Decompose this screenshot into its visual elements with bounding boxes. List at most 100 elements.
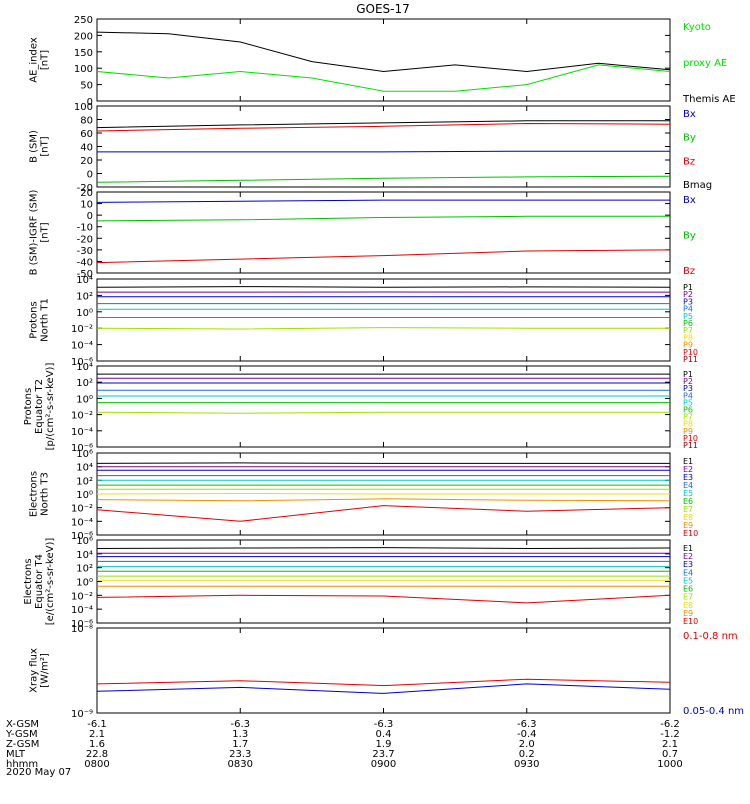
y-tick-label: 10⁴ bbox=[76, 362, 93, 373]
y-tick-label: 20 bbox=[80, 188, 93, 199]
y-tick-label: 10⁻⁴ bbox=[71, 427, 93, 438]
table-cell: 0800 bbox=[84, 759, 109, 770]
y-tick-label: 10² bbox=[76, 291, 93, 302]
y-axis-label: Protons bbox=[23, 388, 34, 425]
table-cell: 0930 bbox=[514, 759, 539, 770]
y-tick-label: -30 bbox=[77, 246, 93, 257]
y-axis-label: North T3 bbox=[40, 472, 51, 516]
y-tick-label: 10⁴ bbox=[76, 463, 93, 474]
series-line-e9 bbox=[97, 499, 670, 501]
y-tick-label: 10⁻⁴ bbox=[71, 517, 93, 528]
series-line-e1 bbox=[97, 548, 670, 549]
y-axis-label: North T1 bbox=[40, 298, 51, 342]
series-line-bx bbox=[97, 200, 670, 202]
y-axis-label: [nT] bbox=[40, 222, 51, 242]
chart-title: GOES-17 bbox=[356, 2, 410, 16]
y-tick-label: 10⁰ bbox=[76, 308, 93, 319]
y-axis-label: Equator T4 bbox=[34, 554, 45, 609]
y-tick-label: 100 bbox=[74, 64, 93, 75]
y-axis-label: Equator T2 bbox=[34, 379, 45, 434]
y-tick-label: -40 bbox=[77, 257, 93, 268]
y-tick-label: 250 bbox=[74, 15, 93, 26]
y-tick-label: 100 bbox=[74, 102, 93, 113]
panel-2-frame bbox=[97, 106, 670, 187]
y-tick-label: 0 bbox=[87, 170, 93, 181]
series-line-0-1-0-8-nm bbox=[97, 679, 670, 685]
y-axis-label: [nT] bbox=[40, 50, 51, 70]
table-row-label: hhmm bbox=[6, 759, 38, 770]
y-tick-label: 10⁻² bbox=[71, 504, 93, 515]
legend-entry: Bmag bbox=[683, 180, 712, 191]
panel-8-frame bbox=[97, 628, 670, 713]
legend-entry: 0.1-0.8 nm bbox=[683, 631, 738, 642]
y-tick-label: 50 bbox=[80, 81, 93, 92]
y-tick-label: 10 bbox=[80, 200, 93, 211]
legend-entry: Themis AE bbox=[682, 94, 736, 105]
y-tick-label: -10 bbox=[77, 223, 93, 234]
y-tick-label: 150 bbox=[74, 48, 93, 59]
y-tick-label: 10⁻⁴ bbox=[71, 341, 93, 352]
legend-entry: E10 bbox=[683, 529, 698, 538]
y-tick-label: 10⁴ bbox=[76, 275, 93, 286]
legend-entry: By bbox=[683, 133, 696, 144]
y-axis-label: AE_index bbox=[29, 37, 40, 83]
legend-entry: Bz bbox=[683, 156, 695, 167]
series-line-p7 bbox=[97, 328, 670, 329]
series-line-kyoto-proxy-ae bbox=[97, 65, 670, 91]
table-cell: 0830 bbox=[228, 759, 253, 770]
panel-4-frame bbox=[97, 279, 670, 361]
legend-entry: E10 bbox=[683, 617, 698, 626]
y-tick-label: 10² bbox=[76, 476, 93, 487]
table-cell: 0900 bbox=[371, 759, 396, 770]
y-tick-label: 10⁻⁴ bbox=[71, 605, 93, 616]
y-axis-label: Electrons bbox=[23, 558, 34, 604]
y-tick-label: 10⁴ bbox=[76, 550, 93, 561]
legend-entry: Bx bbox=[683, 109, 696, 120]
y-axis-label: B (SM)-IGRF (SM) bbox=[29, 190, 40, 276]
y-tick-label: -20 bbox=[77, 234, 93, 245]
y-axis-label: [p/(cm²-s-sr-keV)] bbox=[45, 363, 56, 451]
series-line-bx bbox=[97, 151, 670, 152]
y-axis-label: [nT] bbox=[40, 136, 51, 156]
y-axis-label: [W/m²] bbox=[40, 653, 51, 688]
series-line-e8 bbox=[97, 494, 670, 495]
y-tick-label: 200 bbox=[74, 31, 93, 42]
y-axis-label: Xray flux bbox=[29, 648, 40, 693]
y-tick-label: 40 bbox=[80, 143, 93, 154]
y-tick-label: 10⁻⁸ bbox=[71, 624, 93, 635]
y-tick-label: 20 bbox=[80, 156, 93, 167]
y-tick-label: 10⁶ bbox=[76, 449, 93, 460]
legend-entry: 0.05-0.4 nm bbox=[683, 706, 744, 717]
series-line-bz bbox=[97, 124, 670, 132]
y-axis-label: Electrons bbox=[29, 471, 40, 517]
legend-entry: P11 bbox=[683, 441, 698, 450]
y-axis-label: [e/(cm²-s-sr-keV)] bbox=[45, 538, 56, 626]
y-tick-label: 10⁻² bbox=[71, 411, 93, 422]
legend-entry: proxy AE bbox=[683, 58, 727, 69]
y-axis-label: Protons bbox=[29, 301, 40, 338]
series-line-p7 bbox=[97, 412, 670, 413]
y-tick-label: 80 bbox=[80, 116, 93, 127]
legend-entry: Bx bbox=[683, 195, 696, 206]
series-line-e10 bbox=[97, 595, 670, 603]
series-line-bz bbox=[97, 250, 670, 263]
series-line-by bbox=[97, 216, 670, 221]
y-tick-label: 10⁰ bbox=[76, 578, 93, 589]
panel-7-frame bbox=[97, 540, 670, 623]
y-tick-label: 10² bbox=[76, 564, 93, 575]
legend-entry: P11 bbox=[683, 355, 698, 364]
y-tick-label: 60 bbox=[80, 129, 93, 140]
y-tick-label: 10⁻² bbox=[71, 324, 93, 335]
legend-entry: By bbox=[683, 231, 696, 242]
legend-entry: Bz bbox=[683, 266, 695, 277]
y-tick-label: 10⁶ bbox=[76, 536, 93, 547]
series-line-p1 bbox=[97, 287, 670, 288]
table-cell: 1000 bbox=[657, 759, 682, 770]
y-tick-label: 10⁰ bbox=[76, 490, 93, 501]
y-tick-label: 10⁰ bbox=[76, 394, 93, 405]
y-tick-label: 0 bbox=[87, 211, 93, 222]
y-tick-label: 10⁻² bbox=[71, 591, 93, 602]
y-axis-label: B (SM) bbox=[29, 130, 40, 163]
